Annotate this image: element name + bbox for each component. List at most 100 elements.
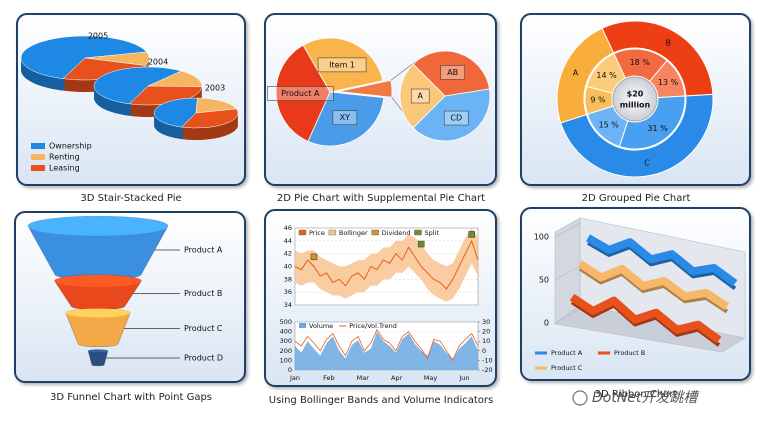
y-tick-label: 38 — [284, 275, 292, 283]
price-line — [294, 239, 479, 290]
x-tick-label: May — [424, 374, 438, 382]
trend-line — [294, 328, 479, 362]
value-label: 14 % — [596, 71, 617, 80]
center-label: million — [620, 101, 651, 110]
y2-tick-label: 30 — [482, 318, 490, 326]
event-marker — [417, 240, 425, 248]
pie-slice — [412, 50, 490, 97]
pie-label: 2005 — [88, 32, 108, 41]
y-tick-label: 42 — [284, 250, 292, 258]
legend-label: Volume — [309, 322, 333, 330]
y-tick-label: 34 — [284, 301, 292, 309]
legend-swatch — [298, 229, 307, 236]
label-box — [267, 86, 334, 101]
y-tick-label: 400 — [280, 328, 292, 336]
chart-caption: 3D Funnel Chart with Point Gaps — [50, 392, 212, 403]
label-box — [410, 88, 430, 104]
legend-label: Price/Vol.Trend — [349, 322, 397, 330]
ring-segment — [586, 53, 626, 94]
label-box — [443, 110, 469, 126]
funnel-label: Product D — [184, 354, 223, 363]
legend-swatch — [31, 154, 45, 160]
funnel-top — [88, 349, 108, 353]
y-tick-label: 0 — [544, 319, 549, 328]
value-label: 18 % — [630, 58, 651, 67]
chart-caption: 3D Ribbon Chart — [595, 389, 678, 400]
x-tick-label: Jan — [289, 374, 300, 382]
group-label: A — [573, 68, 579, 77]
pie-label: 2003 — [205, 84, 225, 93]
slice-label: Product A — [281, 89, 320, 98]
funnel-label: Product C — [184, 324, 223, 333]
legend-swatch — [31, 143, 45, 149]
chart-caption: Using Bollinger Bands and Volume Indicat… — [269, 395, 493, 406]
floor — [554, 304, 746, 353]
funnel-label: Product B — [184, 289, 222, 298]
slice-label: CD — [450, 114, 462, 123]
value-label: 15 % — [599, 121, 620, 130]
pie-slice — [412, 88, 491, 142]
funnel-top — [65, 308, 131, 318]
grid-line — [554, 265, 581, 281]
y2-tick-label: 10 — [482, 337, 490, 345]
watermark: DotNet开发跳槽 — [592, 390, 700, 406]
legend-label: Product A — [551, 349, 583, 357]
y-tick-label: 500 — [280, 318, 292, 326]
bollinger-band — [295, 228, 478, 302]
group-label: C — [644, 158, 650, 167]
legend-label: Renting — [49, 153, 80, 162]
y-tick-label: 100 — [534, 233, 549, 242]
y-tick-label: 200 — [280, 347, 292, 355]
slice-label: A — [418, 92, 424, 101]
slice-label: XY — [340, 113, 350, 122]
pie-label: 2004 — [148, 58, 168, 67]
event-marker — [310, 253, 318, 261]
y2-tick-label: -10 — [482, 356, 493, 364]
legend-label: Ownership — [49, 142, 92, 151]
pie-slice — [399, 63, 446, 129]
y-tick-label: 300 — [280, 337, 292, 345]
ribbon — [586, 234, 738, 287]
legend-label: Bollinger — [339, 229, 368, 237]
legend-swatch — [328, 229, 337, 236]
funnel-label: Product A — [184, 246, 223, 255]
chart-caption: 2D Grouped Pie Chart — [582, 193, 691, 204]
funnel-top — [54, 274, 142, 288]
x-tick-label: Mar — [357, 374, 370, 382]
y2-tick-label: 0 — [482, 347, 486, 355]
pie-slice — [307, 91, 385, 147]
legend-label: Product C — [551, 364, 583, 372]
value-label: 13 % — [658, 78, 679, 87]
pie-slice — [275, 44, 331, 142]
value-label: 31 % — [647, 124, 668, 133]
label-box — [440, 65, 465, 80]
x-tick-label: Feb — [323, 374, 335, 382]
volume-area — [295, 331, 478, 370]
pie-slice — [337, 79, 393, 98]
y-tick-label: 0 — [288, 366, 292, 374]
slice-label: AB — [447, 68, 458, 77]
grid-line — [554, 308, 581, 324]
y-tick-label: 100 — [280, 356, 292, 364]
label-box — [332, 110, 358, 126]
y-tick-label: 50 — [539, 276, 549, 285]
pie-slice — [153, 97, 198, 128]
ribbon-shadow — [570, 300, 721, 347]
legend-swatch — [31, 165, 45, 171]
ribbon — [577, 260, 730, 310]
x-tick-label: Apr — [391, 374, 403, 382]
ribbon-shadow — [578, 267, 729, 314]
watermark-icon — [572, 390, 588, 406]
chart-caption: 3D Stair-Stacked Pie — [80, 193, 181, 204]
pie-slice — [147, 70, 203, 87]
ribbon-shadow — [587, 241, 737, 291]
y-tick-label: 36 — [284, 288, 292, 296]
funnel-top — [28, 216, 168, 236]
y-tick-label: 44 — [284, 237, 292, 245]
slice-label: Item 1 — [329, 60, 355, 69]
y2-tick-label: -20 — [482, 366, 493, 374]
pie-slice — [20, 35, 148, 79]
y-tick-label: 40 — [284, 263, 292, 271]
